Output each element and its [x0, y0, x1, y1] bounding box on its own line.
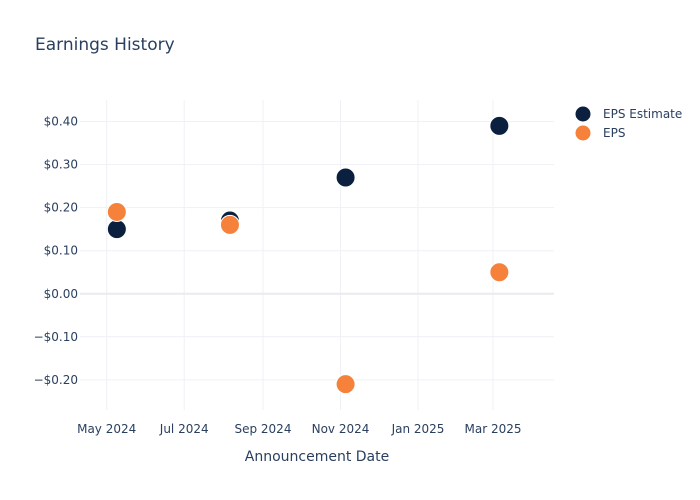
y-tick-label: $0.20 — [44, 201, 78, 215]
data-point[interactable] — [106, 219, 127, 240]
legend-item[interactable]: EPS Estimate — [574, 105, 682, 123]
y-tick-label: $0.00 — [44, 287, 78, 301]
data-point[interactable] — [219, 214, 240, 235]
legend-marker — [574, 105, 592, 123]
y-axis-ticks: $0.40 $0.30 $0.20 $0.10 $0.00 −$0.10 −$0.20 — [34, 115, 78, 387]
series-eps — [106, 201, 510, 395]
x-tick-label: May 2024 — [77, 422, 136, 436]
legend-marker — [574, 124, 592, 142]
data-point[interactable] — [489, 115, 510, 136]
y-tick-label: $0.40 — [44, 115, 78, 129]
x-tick-label: Sep 2024 — [234, 422, 291, 436]
data-points — [106, 115, 510, 395]
x-tick-label: Jan 2025 — [391, 422, 445, 436]
x-axis-ticks: May 2024 Jul 2024 Sep 2024 Nov 2024 Jan 2025… — [77, 422, 521, 436]
legend-label: EPS — [603, 126, 625, 140]
series-eps-estimate — [106, 115, 510, 240]
grid-lines — [80, 100, 554, 410]
legend-item[interactable]: EPS — [574, 124, 625, 142]
y-tick-label: $0.10 — [44, 244, 78, 258]
x-tick-label: Jul 2024 — [159, 422, 209, 436]
y-tick-label: −$0.20 — [34, 373, 78, 387]
y-tick-label: −$0.10 — [34, 330, 78, 344]
x-axis-title: Announcement Date — [245, 449, 389, 465]
data-point[interactable] — [489, 262, 510, 283]
data-point[interactable] — [335, 167, 356, 188]
x-tick-label: Mar 2025 — [465, 422, 522, 436]
chart-title: Earnings History — [35, 35, 175, 55]
x-tick-label: Nov 2024 — [312, 422, 370, 436]
data-point[interactable] — [106, 201, 127, 222]
data-point[interactable] — [335, 374, 356, 395]
legend[interactable]: EPS Estimate EPS — [574, 105, 682, 142]
legend-label: EPS Estimate — [603, 107, 682, 121]
y-tick-label: $0.30 — [44, 158, 78, 172]
